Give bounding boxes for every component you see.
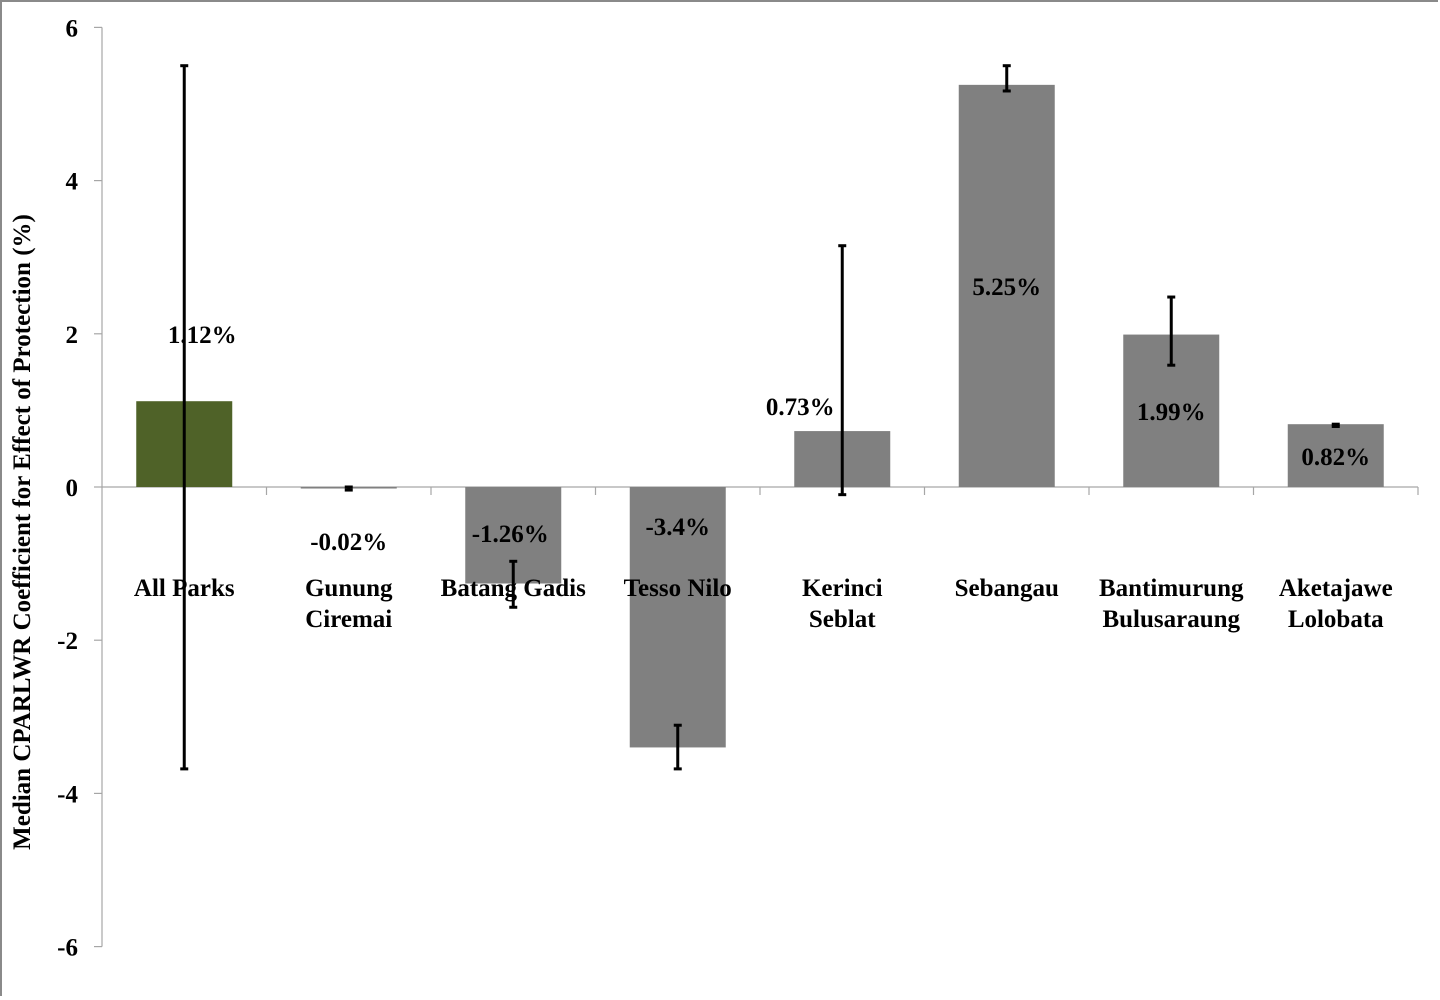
y-axis-title: Median CPARLWR Coefficient for Effect of… bbox=[9, 214, 36, 850]
y-tick-label: 0 bbox=[66, 475, 79, 502]
data-label: -0.02% bbox=[310, 529, 387, 556]
category-label: Bulusaraung bbox=[1102, 606, 1240, 633]
category-label: Kerinci bbox=[802, 575, 883, 602]
bar bbox=[958, 84, 1055, 487]
data-labels: 1.12% -0.02% -1.26% -3.4% 0.73% 5.25% 1.99% 0.8… bbox=[168, 274, 1370, 556]
data-label: 1.99% bbox=[1137, 399, 1206, 426]
category-label: Lolobata bbox=[1288, 606, 1384, 633]
y-axis: -6 -4 -2 0 2 4 6 bbox=[57, 15, 1419, 962]
category-label: Aketajawe bbox=[1279, 575, 1393, 602]
error-bars bbox=[180, 64, 1340, 771]
data-label: 1.12% bbox=[168, 322, 237, 349]
y-tick-label: -4 bbox=[57, 781, 78, 808]
category-label: Gunung bbox=[305, 575, 393, 602]
y-tick-label: 4 bbox=[66, 169, 79, 196]
y-tick-label: -6 bbox=[57, 935, 78, 962]
data-label: -1.26% bbox=[472, 521, 549, 548]
category-label: Sebangau bbox=[955, 575, 1059, 602]
category-label: Batang Gadis bbox=[441, 575, 586, 602]
category-label: Seblat bbox=[809, 606, 876, 633]
data-label: 0.82% bbox=[1301, 444, 1370, 471]
data-label: 0.73% bbox=[766, 394, 835, 421]
category-label: All Parks bbox=[134, 575, 235, 602]
data-label: 5.25% bbox=[972, 274, 1041, 301]
y-tick-label: 2 bbox=[66, 322, 79, 349]
x-axis-category-labels: All Parks Gunung Ciremai Batang Gadis Tesso … bbox=[134, 575, 1393, 633]
category-label: Ciremai bbox=[305, 606, 392, 633]
category-label: Bantimurung bbox=[1099, 575, 1244, 602]
category-label: Tesso Nilo bbox=[624, 575, 732, 602]
y-tick-label: 6 bbox=[66, 15, 79, 42]
y-tick-label: -2 bbox=[57, 628, 78, 655]
bar bbox=[629, 487, 726, 748]
bar bbox=[1287, 424, 1384, 487]
data-label: -3.4% bbox=[645, 514, 710, 541]
